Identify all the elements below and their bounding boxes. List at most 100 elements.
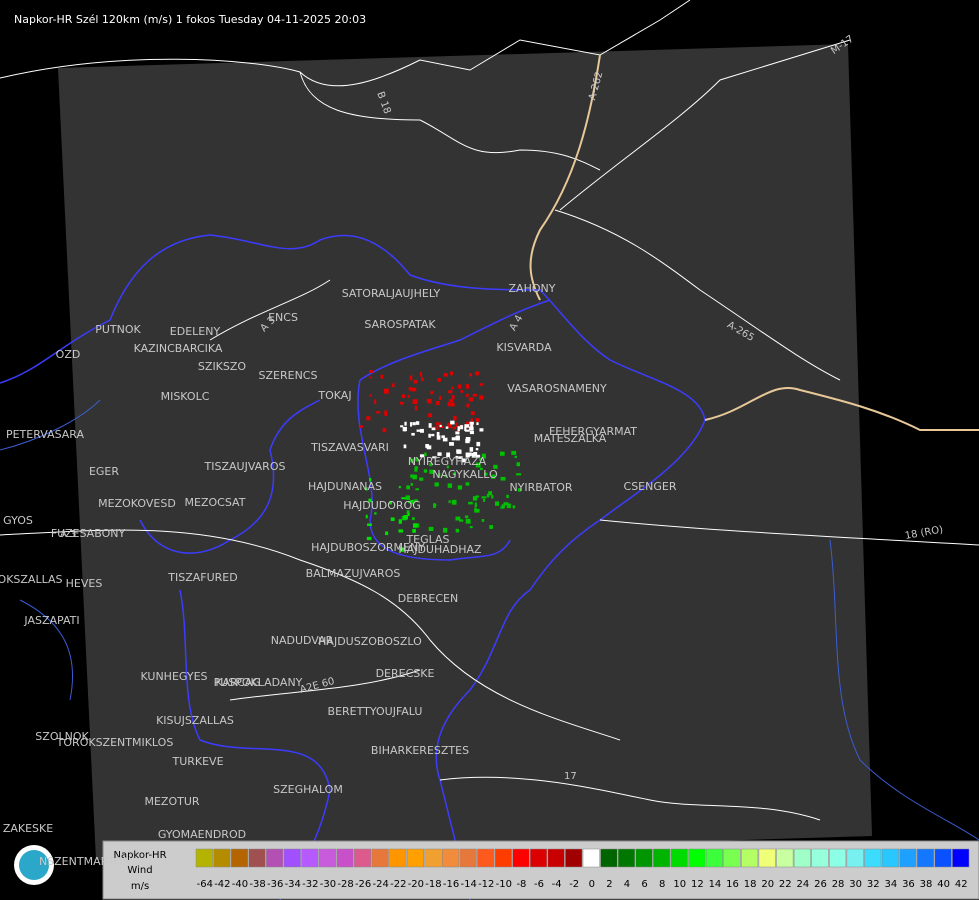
legend-swatch — [442, 848, 460, 868]
legend-swatch — [582, 848, 600, 868]
echo — [500, 476, 506, 481]
place-label: OZD — [56, 348, 81, 361]
legend-label: -10 — [496, 879, 512, 890]
echo — [450, 371, 454, 376]
echo — [470, 411, 475, 416]
place-label: KAZINCBARCIKA — [134, 342, 223, 355]
legend-swatch — [406, 848, 424, 868]
place-label: MEZOTUR — [144, 795, 199, 808]
place-label: HEVES — [66, 577, 103, 590]
echo — [494, 501, 500, 506]
legend-label: 4 — [624, 879, 630, 890]
echo — [469, 373, 473, 377]
legend-swatch — [477, 848, 495, 868]
road-label: A 3 — [60, 529, 76, 540]
echo — [431, 427, 436, 431]
echo — [366, 536, 372, 541]
echo — [447, 483, 453, 488]
county-border — [357, 299, 551, 561]
echo — [460, 425, 464, 430]
echo — [406, 510, 410, 515]
echo — [398, 529, 403, 533]
legend-swatch — [846, 848, 864, 868]
echo — [475, 462, 481, 468]
echo — [469, 447, 474, 452]
echo — [455, 431, 460, 435]
echo — [444, 475, 448, 478]
legend-label: 10 — [673, 879, 686, 890]
legend-swatch — [705, 848, 723, 868]
legend-label: 14 — [709, 879, 722, 890]
echo — [414, 405, 418, 411]
echo — [491, 474, 496, 479]
legend-label: -20 — [408, 879, 424, 890]
legend-title: Napkor-HR — [113, 850, 166, 861]
echo — [401, 394, 406, 398]
legend-swatch — [793, 848, 811, 868]
echo — [481, 496, 487, 499]
echo — [451, 437, 456, 441]
place-label: JASZAPATI — [23, 614, 79, 627]
echo — [390, 517, 395, 521]
echo — [365, 487, 368, 491]
legend-label: 38 — [920, 879, 933, 890]
echo — [404, 421, 407, 426]
echo — [426, 398, 432, 402]
echo — [446, 452, 451, 458]
echo — [472, 496, 478, 501]
legend-swatch — [565, 848, 583, 868]
echo — [479, 458, 482, 461]
echo — [438, 473, 441, 477]
echo — [466, 403, 470, 408]
echo — [384, 410, 387, 414]
country-border — [529, 54, 601, 301]
legend-swatch — [670, 848, 688, 868]
place-label: NADUDVAR — [271, 634, 334, 647]
legend-label: -22 — [390, 879, 406, 890]
legend-swatch — [881, 848, 899, 868]
place-label: HAJDUHADHAZ — [398, 543, 482, 556]
place-label: MEZOKOVESD — [98, 497, 176, 510]
echo — [405, 495, 411, 500]
place-label: SZOLNOK — [35, 730, 89, 743]
place-label: GYOMAENDROD — [158, 828, 246, 841]
echo — [457, 426, 460, 432]
county-border — [0, 234, 706, 900]
legend-swatch — [529, 848, 548, 868]
echo — [435, 422, 441, 425]
echo — [465, 384, 469, 389]
echo — [408, 500, 412, 504]
legend-label: 2 — [606, 879, 612, 890]
echo — [458, 384, 462, 389]
echo — [475, 418, 480, 422]
place-label: SZERENCS — [259, 369, 318, 382]
echo — [439, 395, 442, 401]
echo — [416, 429, 421, 432]
legend-label: -42 — [214, 879, 230, 890]
echo — [410, 500, 415, 505]
echo — [375, 411, 381, 414]
echo — [403, 429, 406, 432]
legend-swatch — [635, 848, 653, 868]
echo — [517, 488, 521, 492]
echo — [464, 426, 467, 432]
echo — [419, 477, 424, 481]
legend-label: 32 — [867, 879, 880, 890]
legend-label: -12 — [478, 879, 494, 890]
legend-label: -34 — [285, 879, 301, 890]
legend-swatch — [230, 848, 249, 868]
echo — [399, 401, 404, 405]
echo — [452, 426, 457, 430]
legend-label: -8 — [516, 879, 526, 890]
echo — [385, 531, 389, 536]
legend-swatch — [617, 848, 636, 868]
legend-label: -16 — [443, 879, 459, 890]
echo — [471, 452, 475, 457]
echo — [475, 371, 480, 376]
legend-swatch — [811, 848, 829, 868]
place-label: SZIKSZO — [198, 360, 246, 373]
echo — [369, 370, 373, 373]
echo — [481, 519, 485, 522]
echo — [398, 486, 401, 489]
echo — [423, 469, 428, 473]
